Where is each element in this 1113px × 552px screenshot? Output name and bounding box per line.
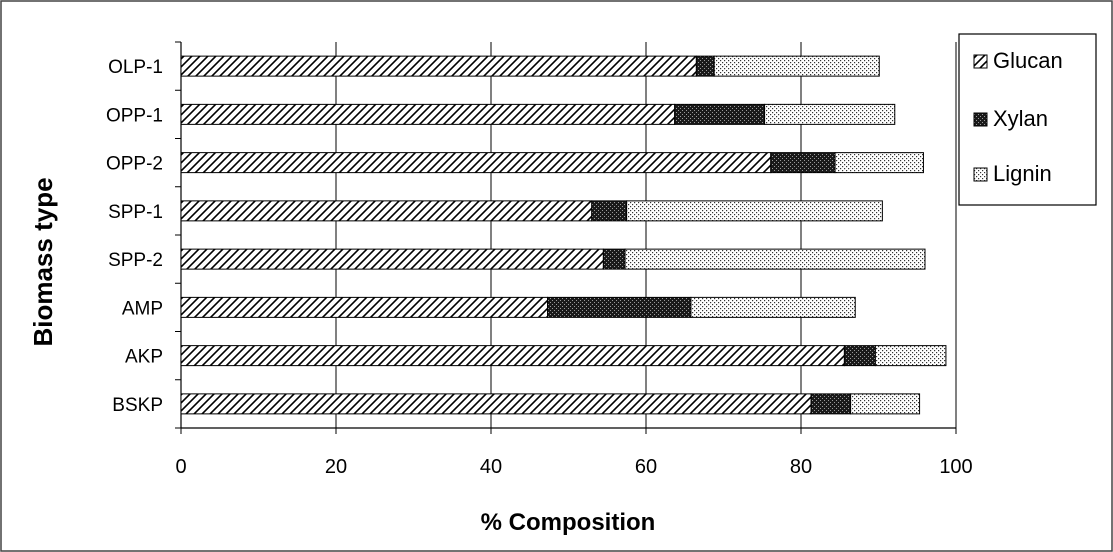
legend: Glucan Xylan Lignin <box>958 33 1097 206</box>
x-tick-label: 80 <box>790 456 812 478</box>
category-label: OPP-1 <box>106 105 163 126</box>
bar-xylan <box>674 103 766 125</box>
bar-glucan <box>180 345 845 367</box>
legend-swatch <box>973 112 988 127</box>
x-tick-label: 60 <box>635 456 657 478</box>
bar-lignin <box>626 200 883 222</box>
bar-xylan <box>770 152 836 174</box>
bar-xylan <box>810 393 852 415</box>
legend-swatch <box>973 54 988 69</box>
bar-glucan <box>180 248 604 270</box>
bar-glucan <box>180 200 593 222</box>
bar-glucan <box>180 152 772 174</box>
bar-lignin <box>874 345 947 367</box>
bar-xylan <box>591 200 628 222</box>
bar-lignin <box>764 103 896 125</box>
bar-lignin <box>713 55 880 77</box>
legend-swatch <box>973 167 988 182</box>
bar-glucan <box>180 393 812 415</box>
bar-glucan <box>180 55 697 77</box>
bar-glucan <box>180 103 676 125</box>
bar-lignin <box>850 393 921 415</box>
legend-label: Lignin <box>993 161 1052 186</box>
x-tick-label: 20 <box>325 456 347 478</box>
bar-xylan <box>695 55 715 77</box>
category-label: AMP <box>122 298 163 319</box>
bar-lignin <box>834 152 924 174</box>
x-axis-title: % Composition <box>481 509 656 536</box>
x-tick-label: 0 <box>175 456 186 478</box>
category-label: AKP <box>125 347 163 368</box>
category-label: BSKP <box>112 395 163 416</box>
category-label: SPP-2 <box>108 250 163 271</box>
y-axis-title: Biomass type <box>28 177 58 346</box>
x-tick-label: 100 <box>939 456 972 478</box>
bar-xylan <box>547 296 692 318</box>
bar-glucan <box>180 296 549 318</box>
bar-lignin <box>690 296 856 318</box>
legend-label: Glucan <box>993 48 1063 73</box>
bar-xylan <box>602 248 626 270</box>
bar-lignin <box>624 248 926 270</box>
bar-xylan <box>843 345 876 367</box>
legend-label: Xylan <box>993 106 1048 131</box>
category-label: OPP-2 <box>106 154 163 175</box>
category-label: SPP-1 <box>108 202 163 223</box>
x-tick-label: 40 <box>480 456 502 478</box>
category-label: OLP-1 <box>108 57 163 78</box>
plot-area: 0 20 40 60 80 100 OLP-1 OPP-1 OPP-2 SPP-1 SPP-2 AMP… <box>106 41 973 478</box>
